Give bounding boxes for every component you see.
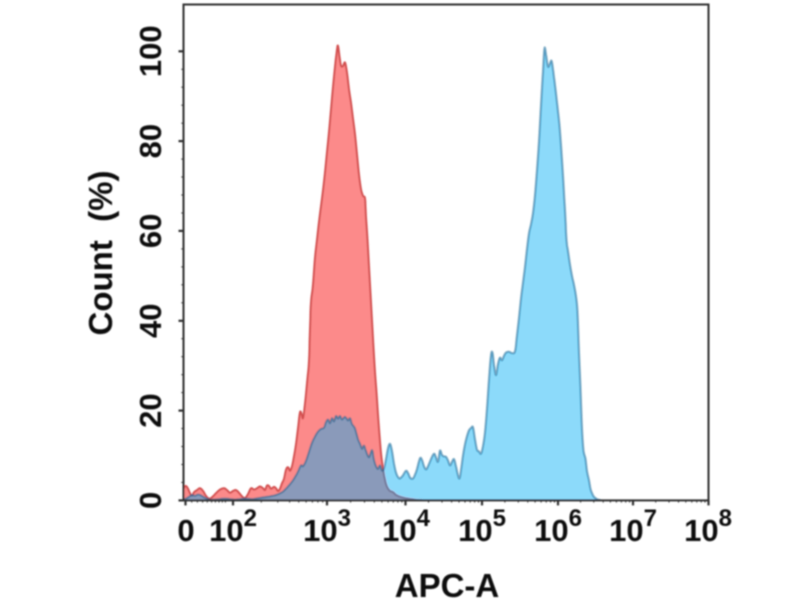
- svg-text:80: 80: [133, 124, 168, 158]
- svg-text:100: 100: [133, 25, 168, 77]
- svg-text:105: 105: [458, 505, 506, 548]
- svg-text:0: 0: [177, 513, 194, 548]
- svg-text:40: 40: [133, 304, 168, 338]
- svg-text:20: 20: [133, 393, 168, 427]
- svg-text:Count (%): Count (%): [82, 171, 119, 336]
- svg-text:APC-A: APC-A: [395, 567, 500, 600]
- svg-text:60: 60: [133, 214, 168, 248]
- svg-text:0: 0: [133, 492, 168, 509]
- svg-text:103: 103: [303, 505, 351, 548]
